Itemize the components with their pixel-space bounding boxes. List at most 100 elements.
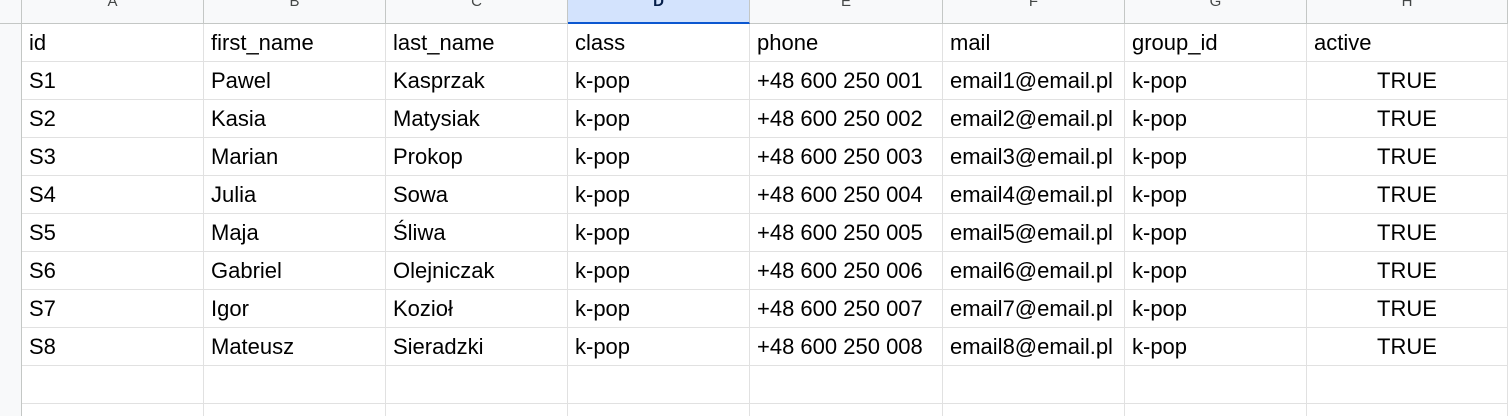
cell-e2[interactable]: +48 600 250 001 <box>750 62 943 100</box>
cell-a7[interactable]: S6 <box>22 252 204 290</box>
cell-f8[interactable]: email7@email.pl <box>943 290 1125 328</box>
column-header-d[interactable]: D <box>568 0 750 24</box>
cell-f4[interactable]: email3@email.pl <box>943 138 1125 176</box>
cell-g10[interactable] <box>1125 366 1307 404</box>
cell-d8[interactable]: k-pop <box>568 290 750 328</box>
cell-d5[interactable]: k-pop <box>568 176 750 214</box>
cell-e9[interactable]: +48 600 250 008 <box>750 328 943 366</box>
cell-h6[interactable]: TRUE <box>1307 214 1508 252</box>
column-header-label: F <box>1028 0 1039 10</box>
cell-g4[interactable]: k-pop <box>1125 138 1307 176</box>
cell-a2[interactable]: S1 <box>22 62 204 100</box>
cell-d4[interactable]: k-pop <box>568 138 750 176</box>
cell-b6[interactable]: Maja <box>204 214 386 252</box>
cell-b7[interactable]: Gabriel <box>204 252 386 290</box>
cell-a10[interactable] <box>22 366 204 404</box>
cell-c6[interactable]: Śliwa <box>386 214 568 252</box>
column-header-f[interactable]: F <box>943 0 1125 24</box>
cell-h11[interactable] <box>1307 404 1508 416</box>
cell-h5[interactable]: TRUE <box>1307 176 1508 214</box>
cell-d9[interactable]: k-pop <box>568 328 750 366</box>
cell-h4[interactable]: TRUE <box>1307 138 1508 176</box>
cell-f3[interactable]: email2@email.pl <box>943 100 1125 138</box>
cell-f5[interactable]: email4@email.pl <box>943 176 1125 214</box>
cell-f2[interactable]: email1@email.pl <box>943 62 1125 100</box>
column-header-g[interactable]: G <box>1125 0 1307 24</box>
cell-b9[interactable]: Mateusz <box>204 328 386 366</box>
cell-f9[interactable]: email8@email.pl <box>943 328 1125 366</box>
cell-f6[interactable]: email5@email.pl <box>943 214 1125 252</box>
select-all-corner[interactable] <box>0 0 22 24</box>
cell-e3[interactable]: +48 600 250 002 <box>750 100 943 138</box>
cell-b2[interactable]: Pawel <box>204 62 386 100</box>
cell-e7[interactable]: +48 600 250 006 <box>750 252 943 290</box>
column-header-a[interactable]: A <box>22 0 204 24</box>
cell-c1[interactable]: last_name <box>386 24 568 62</box>
cell-g2[interactable]: k-pop <box>1125 62 1307 100</box>
cell-c11[interactable] <box>386 404 568 416</box>
column-header-h[interactable]: H <box>1307 0 1508 24</box>
cell-f10[interactable] <box>943 366 1125 404</box>
cell-d1[interactable]: class <box>568 24 750 62</box>
cell-e8[interactable]: +48 600 250 007 <box>750 290 943 328</box>
cell-b5[interactable]: Julia <box>204 176 386 214</box>
cell-c10[interactable] <box>386 366 568 404</box>
cell-c5[interactable]: Sowa <box>386 176 568 214</box>
cell-c2[interactable]: Kasprzak <box>386 62 568 100</box>
cell-a11[interactable] <box>22 404 204 416</box>
cell-d11[interactable] <box>568 404 750 416</box>
cell-g6[interactable]: k-pop <box>1125 214 1307 252</box>
cell-c7[interactable]: Olejniczak <box>386 252 568 290</box>
cell-c9[interactable]: Sieradzki <box>386 328 568 366</box>
column-header-c[interactable]: C <box>386 0 568 24</box>
cell-f11[interactable] <box>943 404 1125 416</box>
cell-d6[interactable]: k-pop <box>568 214 750 252</box>
cell-e1[interactable]: phone <box>750 24 943 62</box>
cell-e6[interactable]: +48 600 250 005 <box>750 214 943 252</box>
cell-d10[interactable] <box>568 366 750 404</box>
cell-a9[interactable]: S8 <box>22 328 204 366</box>
cell-a8[interactable]: S7 <box>22 290 204 328</box>
cell-f1[interactable]: mail <box>943 24 1125 62</box>
cell-f7[interactable]: email6@email.pl <box>943 252 1125 290</box>
cell-h3[interactable]: TRUE <box>1307 100 1508 138</box>
cell-g3[interactable]: k-pop <box>1125 100 1307 138</box>
column-header-b[interactable]: B <box>204 0 386 24</box>
cell-g8[interactable]: k-pop <box>1125 290 1307 328</box>
cell-e4[interactable]: +48 600 250 003 <box>750 138 943 176</box>
cell-h1[interactable]: active <box>1307 24 1508 62</box>
cell-e10[interactable] <box>750 366 943 404</box>
cell-g11[interactable] <box>1125 404 1307 416</box>
cell-a5[interactable]: S4 <box>22 176 204 214</box>
row-header-gutter[interactable] <box>0 24 22 416</box>
cell-a4[interactable]: S3 <box>22 138 204 176</box>
cell-c8[interactable]: Kozioł <box>386 290 568 328</box>
cell-g1[interactable]: group_id <box>1125 24 1307 62</box>
cell-a3[interactable]: S2 <box>22 100 204 138</box>
cell-b3[interactable]: Kasia <box>204 100 386 138</box>
cell-a1[interactable]: id <box>22 24 204 62</box>
cell-c3[interactable]: Matysiak <box>386 100 568 138</box>
cell-g5[interactable]: k-pop <box>1125 176 1307 214</box>
cell-h10[interactable] <box>1307 366 1508 404</box>
cell-d2[interactable]: k-pop <box>568 62 750 100</box>
cell-g9[interactable]: k-pop <box>1125 328 1307 366</box>
cell-c4[interactable]: Prokop <box>386 138 568 176</box>
cell-h2[interactable]: TRUE <box>1307 62 1508 100</box>
cell-b8[interactable]: Igor <box>204 290 386 328</box>
cell-d7[interactable]: k-pop <box>568 252 750 290</box>
column-header-e[interactable]: E <box>750 0 943 24</box>
cell-b11[interactable] <box>204 404 386 416</box>
cell-b10[interactable] <box>204 366 386 404</box>
cell-e11[interactable] <box>750 404 943 416</box>
cell-d3[interactable]: k-pop <box>568 100 750 138</box>
table-row <box>22 404 1508 416</box>
cell-b1[interactable]: first_name <box>204 24 386 62</box>
cell-b4[interactable]: Marian <box>204 138 386 176</box>
cell-h8[interactable]: TRUE <box>1307 290 1508 328</box>
cell-a6[interactable]: S5 <box>22 214 204 252</box>
cell-h9[interactable]: TRUE <box>1307 328 1508 366</box>
cell-g7[interactable]: k-pop <box>1125 252 1307 290</box>
cell-e5[interactable]: +48 600 250 004 <box>750 176 943 214</box>
cell-h7[interactable]: TRUE <box>1307 252 1508 290</box>
